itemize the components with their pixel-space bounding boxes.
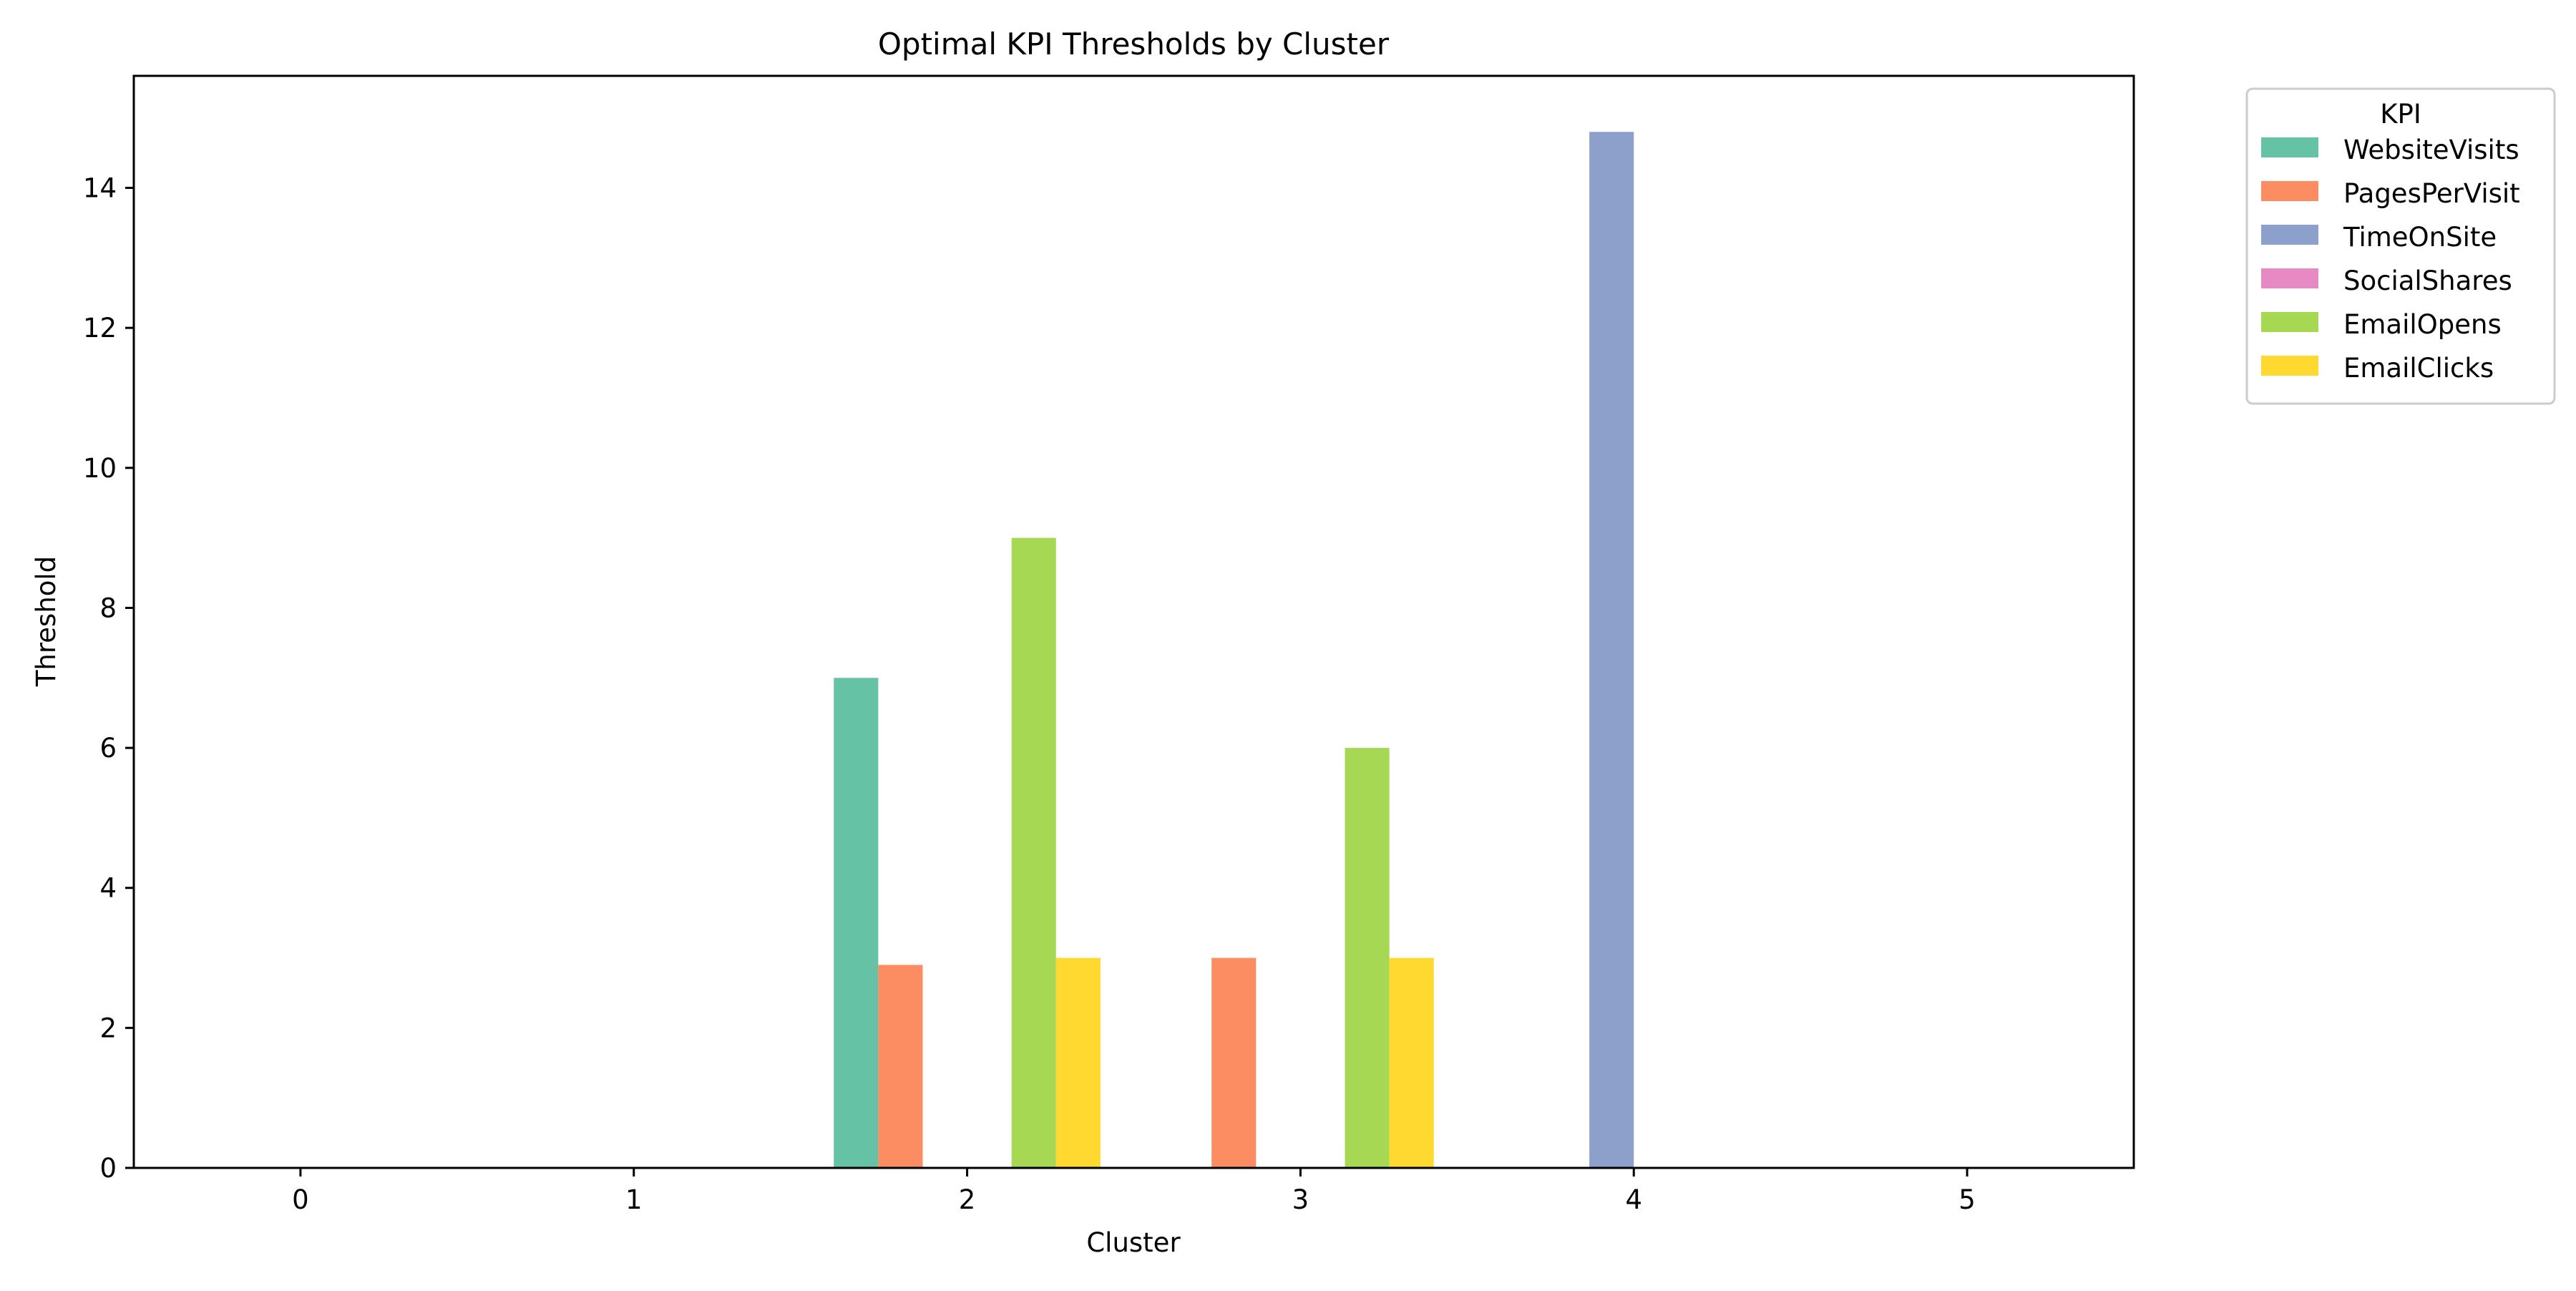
y-tick-label: 10 — [83, 453, 117, 484]
x-tick-label: 1 — [625, 1184, 643, 1215]
legend-swatch-emailopens — [2261, 312, 2318, 332]
y-axis-label: Threshold — [31, 556, 62, 687]
legend-label-websitevisits: WebsiteVisits — [2343, 135, 2519, 165]
y-tick-label: 6 — [99, 733, 117, 764]
legend-label-emailopens: EmailOpens — [2343, 309, 2502, 340]
legend-label-socialshares: SocialShares — [2343, 265, 2512, 296]
y-tick-label: 14 — [83, 173, 117, 204]
x-tick-label: 2 — [959, 1184, 976, 1215]
legend-label-emailclicks: EmailClicks — [2343, 353, 2494, 384]
legend-swatch-socialshares — [2261, 268, 2318, 288]
legend-swatch-pagespervisit — [2261, 181, 2318, 201]
x-tick-label: 3 — [1292, 1184, 1309, 1215]
chart-title: Optimal KPI Thresholds by Cluster — [878, 26, 1390, 62]
legend-label-timeonsite: TimeOnSite — [2343, 222, 2497, 253]
bar-emailopens-cluster-2 — [1011, 537, 1056, 1168]
bar-pagespervisit-cluster-3 — [1211, 958, 1257, 1168]
plot-frame — [132, 74, 2135, 1169]
bar-emailclicks-cluster-3 — [1389, 958, 1434, 1168]
legend-frame — [2245, 87, 2556, 405]
legend-label-pagespervisit: PagesPerVisit — [2343, 178, 2520, 209]
legend: KPI WebsiteVisits PagesPerVisit TimeOnSite… — [2245, 87, 2556, 405]
y-tick-label: 0 — [99, 1153, 117, 1184]
y-tick-label: 2 — [99, 1013, 117, 1043]
x-axis-label: Cluster — [1086, 1227, 1181, 1258]
legend-swatch-websitevisits — [2261, 137, 2318, 157]
y-tick-label: 12 — [83, 313, 117, 344]
bar-emailopens-cluster-3 — [1345, 748, 1390, 1168]
legend-swatch-timeonsite — [2261, 225, 2318, 245]
bar-timeonsite-cluster-4 — [1589, 132, 1634, 1169]
y-tick-label: 8 — [99, 593, 117, 623]
legend-title: KPI — [2380, 99, 2421, 130]
legend-swatch-emailclicks — [2261, 356, 2318, 376]
bar-websitevisits-cluster-2 — [834, 678, 879, 1168]
bar-emailclicks-cluster-2 — [1055, 958, 1101, 1168]
bar-pagespervisit-cluster-2 — [878, 965, 923, 1168]
x-tick-label: 0 — [292, 1184, 309, 1215]
bars-layer — [834, 132, 1634, 1169]
y-tick-label: 4 — [99, 873, 117, 904]
x-tick-label: 4 — [1625, 1184, 1642, 1215]
x-tick-label: 5 — [1958, 1184, 1976, 1215]
